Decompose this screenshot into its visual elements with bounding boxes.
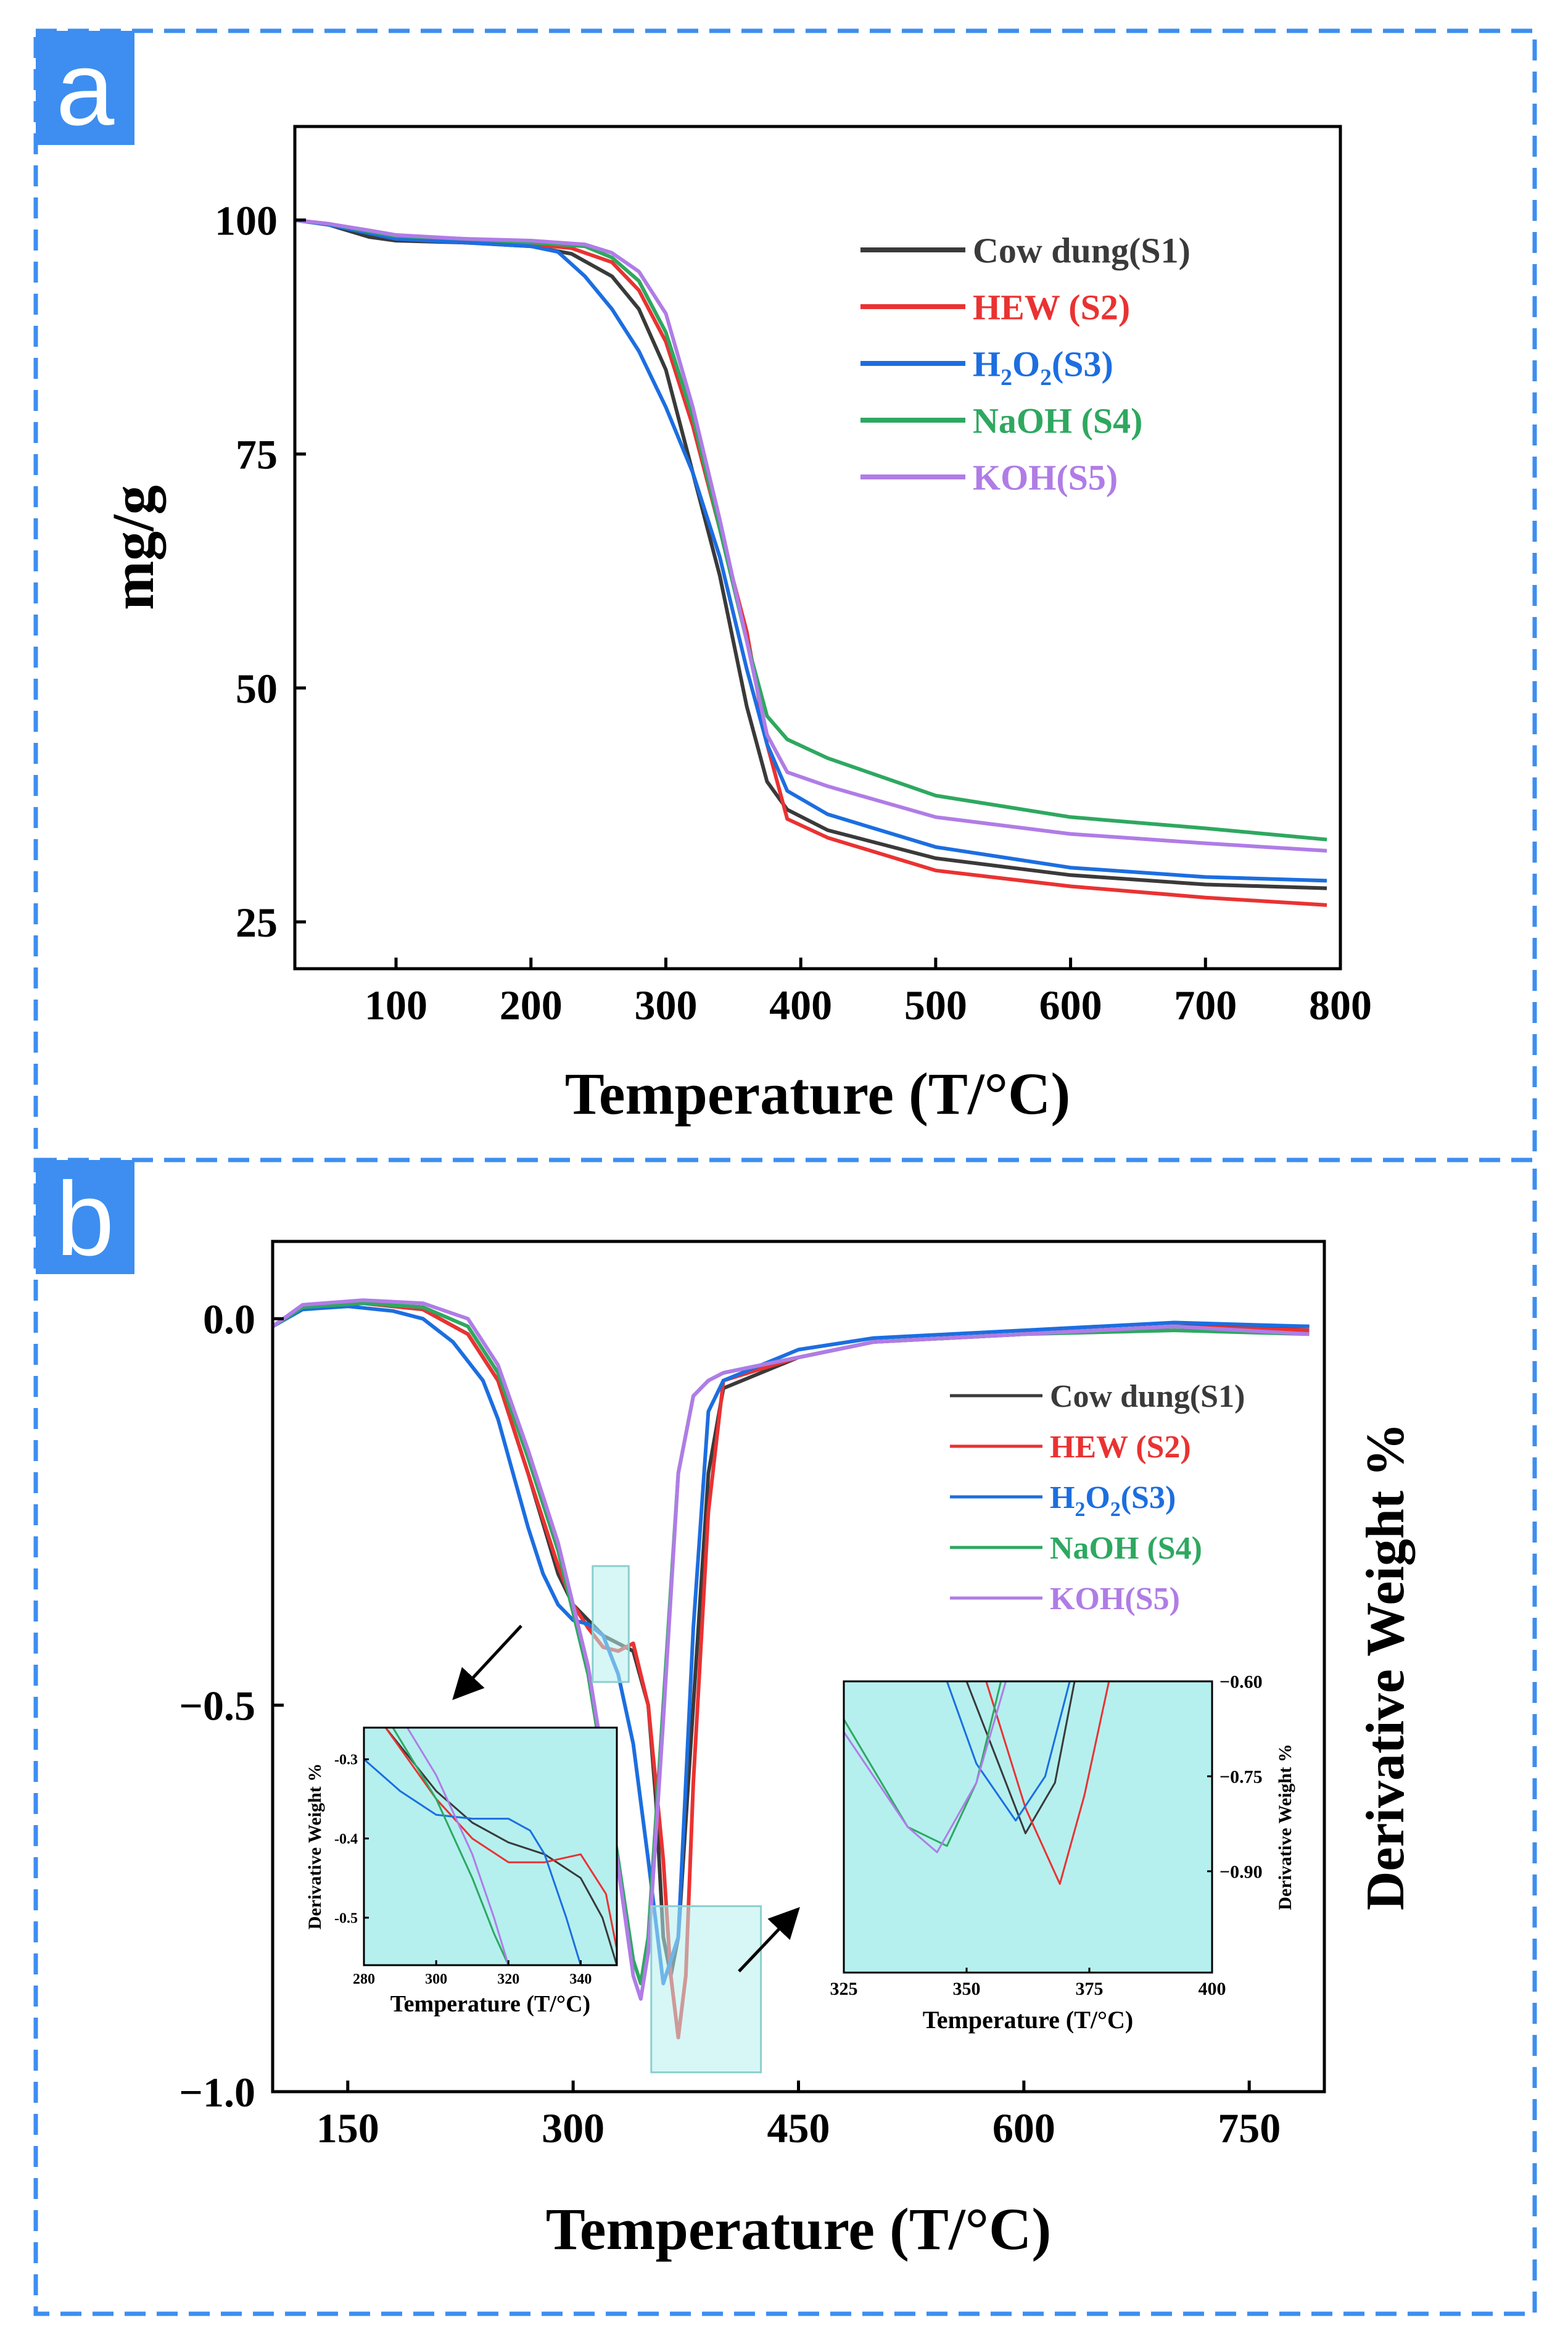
series-line-s1 — [384, 1728, 617, 1965]
panel-a-tag — [36, 31, 134, 145]
x-tick-label: 800 — [1309, 982, 1372, 1029]
x-tick-label: 350 — [953, 1979, 981, 1999]
plot-background — [364, 1728, 617, 1965]
y-tick-label: -0.5 — [334, 1910, 358, 1926]
panel-a-tag-label: a — [56, 30, 115, 147]
plot-background — [844, 1681, 1212, 1973]
arrow-to-left-inset — [452, 1625, 522, 1700]
zoom-region-right — [650, 1905, 762, 2074]
x-axis-label: Temperature (T/°C) — [923, 2006, 1134, 2034]
x-tick-label: 100 — [365, 982, 427, 1029]
legend-label-s1: Cow dung(S1) — [973, 230, 1190, 270]
x-axis-label: Temperature (T/°C) — [565, 1061, 1071, 1127]
y-axis-label: Derivative Weight % — [1275, 1744, 1295, 1910]
x-tick-label: 400 — [1199, 1979, 1226, 1999]
chart-a: 100 200 300 400 500 600 700 800 25 50 75 100 Tempera… — [100, 125, 1372, 1127]
legend-label-s4: NaOH (S4) — [973, 400, 1143, 441]
y-tick-label: −1.0 — [179, 2069, 255, 2116]
y-tick-label: 50 — [236, 665, 278, 712]
x-axis-label: Temperature (T/°C) — [546, 2196, 1052, 2262]
legend-label-s5: KOH(S5) — [1050, 1581, 1180, 1617]
series-line-s2 — [384, 1728, 617, 1950]
plot-frame — [363, 1726, 618, 1966]
inset-right: 325 350 375 400 −0.60 −0.75 −0.90 Temperature (… — [830, 1672, 1296, 2034]
x-tick-label: 400 — [769, 982, 832, 1029]
series-line-s1 — [965, 1681, 1076, 1834]
x-tick-label: 320 — [497, 1971, 519, 1987]
x-tick-label: 300 — [634, 982, 697, 1029]
legend-label-s3: H2O2(S3) — [973, 344, 1113, 391]
legend-label-s5: KOH(S5) — [973, 457, 1118, 497]
series-line-s5 — [273, 1298, 1310, 2001]
y-axis-label: mg/g — [100, 485, 166, 610]
y-axis-label: Derivative Weight % — [305, 1763, 325, 1929]
x-tick-label: 750 — [1218, 2105, 1281, 2152]
series-line-s4 — [295, 218, 1327, 842]
y-tick-label: −0.60 — [1219, 1672, 1263, 1692]
y-tick-label: -0.3 — [334, 1752, 358, 1768]
chart-b: 150 300 450 600 750 0.0 −0.5 −1.0 Temperature (T… — [179, 1240, 1416, 2262]
panel-b-tag-label: b — [56, 1161, 115, 1278]
y-tick-label: 100 — [215, 197, 278, 244]
y-tick-label: −0.5 — [179, 1682, 255, 1729]
series-line-s3 — [295, 218, 1327, 883]
x-tick-label: 600 — [1039, 982, 1102, 1029]
series-line-s4 — [392, 1728, 510, 1965]
y-tick-label: 75 — [236, 431, 278, 478]
y-tick-label: 0.0 — [203, 1296, 255, 1343]
y-tick-label: -0.4 — [334, 1831, 358, 1847]
x-tick-label: 325 — [830, 1979, 858, 1999]
x-tick-label: 500 — [904, 982, 967, 1029]
y-tick-label: 25 — [236, 899, 278, 946]
panel-b-tag — [36, 1160, 134, 1274]
x-tick-label: 700 — [1174, 982, 1237, 1029]
legend-label-s2: HEW (S2) — [973, 287, 1130, 327]
series-line-s4 — [844, 1681, 1002, 1847]
series-line-s5 — [295, 218, 1327, 853]
series-line-s3 — [946, 1681, 1071, 1822]
y-tick-label: −0.90 — [1219, 1862, 1263, 1882]
y-axis-label: Derivative Weight % — [1356, 1423, 1416, 1910]
x-tick-label: 150 — [316, 2105, 379, 2152]
series-line-s1 — [295, 218, 1327, 890]
legend-label-s4: NaOH (S4) — [1050, 1531, 1202, 1566]
y-tick-label: −0.75 — [1219, 1766, 1263, 1787]
x-tick-label: 300 — [542, 2105, 605, 2152]
legend-label-s1: Cow dung(S1) — [1050, 1379, 1245, 1414]
x-tick-label: 340 — [569, 1971, 592, 1987]
series-line-s5 — [844, 1681, 1007, 1853]
legend-label-s3: H2O2(S3) — [1050, 1480, 1176, 1521]
x-tick-label: 600 — [992, 2105, 1055, 2152]
x-axis-label: Temperature (T/°C) — [390, 1991, 590, 2017]
x-tick-label: 280 — [353, 1971, 375, 1987]
legend-label-s2: HEW (S2) — [1050, 1430, 1191, 1465]
series-line-s2 — [295, 218, 1327, 907]
series-line-s5 — [406, 1728, 510, 1965]
x-tick-label: 450 — [767, 2105, 830, 2152]
x-tick-label: 300 — [425, 1971, 447, 1987]
series-line-s2 — [985, 1681, 1110, 1885]
inset-left: 280 300 320 340 -0.3 -0.4 -0.5 Temperature (T/°… — [305, 1726, 618, 2017]
panel-b-frame — [33, 1158, 1537, 2316]
zoom-region-left — [592, 1565, 630, 1683]
plot-frame — [293, 125, 1342, 971]
series-line-s3 — [364, 1758, 582, 1965]
arrow-to-right-inset — [738, 1907, 800, 1973]
plot-frame — [843, 1680, 1213, 1974]
x-tick-label: 375 — [1076, 1979, 1104, 1999]
x-tick-label: 200 — [500, 982, 563, 1029]
